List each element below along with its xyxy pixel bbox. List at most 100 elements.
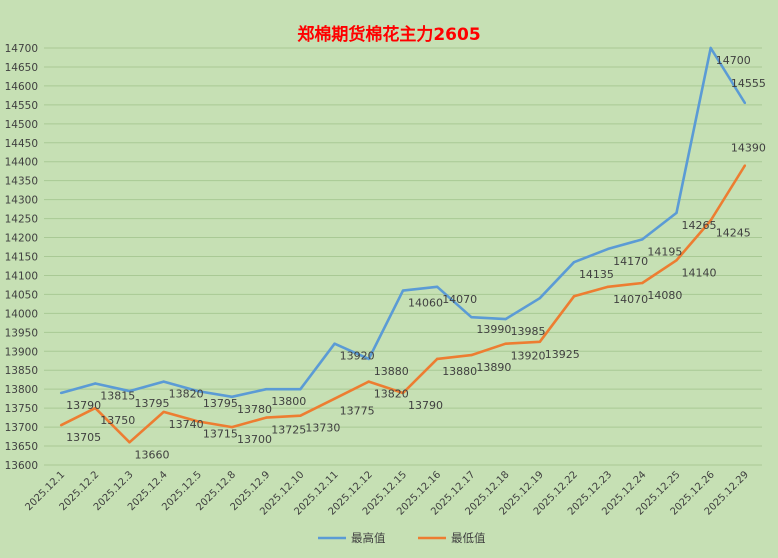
data-label: 13920 bbox=[340, 350, 375, 363]
data-label: 13725 bbox=[271, 424, 306, 437]
x-axis: 2025.12.12025.12.22025.12.32025.12.42025… bbox=[23, 469, 751, 517]
data-label: 13730 bbox=[305, 422, 340, 435]
data-label: 13820 bbox=[374, 388, 409, 401]
data-label: 13705 bbox=[66, 431, 101, 444]
data-label: 14070 bbox=[613, 293, 648, 306]
data-label: 14195 bbox=[647, 245, 682, 258]
data-point bbox=[435, 357, 439, 361]
legend: 最高值 最低值 bbox=[318, 531, 486, 545]
data-label: 13920 bbox=[511, 350, 546, 363]
y-tick-label: 13700 bbox=[5, 422, 38, 434]
data-label: 13715 bbox=[203, 427, 238, 440]
data-label: 14170 bbox=[613, 255, 648, 268]
y-tick-label: 14300 bbox=[5, 195, 38, 207]
data-label: 14700 bbox=[716, 54, 751, 67]
data-label: 13775 bbox=[340, 405, 375, 418]
data-point bbox=[367, 380, 371, 383]
data-point bbox=[606, 285, 610, 289]
data-point bbox=[367, 357, 371, 361]
data-label: 14135 bbox=[579, 268, 614, 281]
data-label: 13820 bbox=[169, 388, 204, 401]
legend-label: 最高值 bbox=[351, 531, 386, 545]
y-axis: 13600 13650 13700 13750 13800 13850 13900 13950… bbox=[5, 43, 38, 472]
data-point bbox=[435, 285, 439, 289]
y-tick-label: 14400 bbox=[5, 157, 38, 169]
data-point bbox=[196, 420, 200, 423]
data-label: 13985 bbox=[511, 325, 546, 338]
data-point bbox=[641, 281, 644, 285]
data-point bbox=[196, 389, 200, 393]
data-label: 14080 bbox=[647, 289, 682, 302]
data-point bbox=[401, 289, 405, 292]
data-label: 13815 bbox=[100, 389, 135, 402]
data-label: 13790 bbox=[66, 399, 101, 412]
y-tick-label: 14200 bbox=[5, 233, 38, 245]
data-label: 14060 bbox=[408, 297, 443, 310]
y-tick-label: 13750 bbox=[5, 403, 38, 415]
data-point bbox=[299, 414, 302, 417]
y-tick-label: 14650 bbox=[5, 62, 38, 74]
data-label: 13800 bbox=[271, 395, 306, 408]
data-point bbox=[230, 425, 234, 429]
data-point bbox=[162, 380, 165, 383]
data-point bbox=[538, 340, 541, 343]
data-point bbox=[333, 342, 336, 345]
data-point bbox=[709, 219, 712, 222]
data-point bbox=[606, 247, 610, 251]
data-point bbox=[470, 315, 473, 319]
data-label: 13700 bbox=[237, 433, 272, 446]
data-point bbox=[230, 395, 234, 398]
y-tick-label: 13950 bbox=[5, 327, 38, 339]
data-label: 14140 bbox=[682, 266, 717, 279]
data-point bbox=[743, 101, 747, 105]
data-point bbox=[299, 387, 302, 391]
data-point bbox=[162, 410, 165, 414]
data-point bbox=[59, 423, 63, 427]
chart-title: 郑棉期货棉花主力2605 bbox=[297, 24, 480, 45]
y-tick-label: 13850 bbox=[5, 365, 38, 377]
data-point bbox=[709, 46, 712, 50]
data-label: 14390 bbox=[731, 142, 766, 155]
data-label: 14070 bbox=[442, 293, 477, 306]
y-tick-label: 13800 bbox=[5, 384, 38, 396]
data-point bbox=[94, 382, 97, 385]
legend-label: 最低值 bbox=[451, 531, 486, 545]
y-tick-label: 14550 bbox=[5, 100, 38, 112]
series-lines bbox=[59, 46, 747, 444]
data-point bbox=[401, 391, 405, 395]
y-tick-label: 13650 bbox=[5, 441, 38, 453]
data-label: 14555 bbox=[731, 77, 766, 90]
data-label: 14265 bbox=[682, 219, 717, 232]
y-tick-label: 14700 bbox=[5, 43, 38, 55]
data-label: 13780 bbox=[237, 403, 272, 416]
data-label: 13990 bbox=[476, 323, 511, 336]
data-point bbox=[265, 416, 268, 419]
data-point bbox=[128, 389, 131, 393]
y-tick-label: 14150 bbox=[5, 252, 38, 264]
data-point bbox=[59, 391, 63, 395]
data-point bbox=[538, 297, 541, 300]
data-point bbox=[128, 441, 131, 444]
data-point bbox=[265, 387, 268, 391]
series-line-high bbox=[60, 46, 747, 399]
data-point bbox=[504, 317, 507, 321]
data-label: 14245 bbox=[716, 226, 751, 239]
data-label: 13790 bbox=[408, 399, 443, 412]
data-label: 13795 bbox=[134, 397, 169, 410]
data-label: 13880 bbox=[442, 365, 477, 378]
y-tick-label: 14500 bbox=[5, 119, 38, 131]
data-point bbox=[333, 397, 336, 400]
y-tick-label: 14050 bbox=[5, 289, 38, 301]
y-tick-label: 14250 bbox=[5, 214, 38, 226]
y-tick-label: 14000 bbox=[5, 308, 38, 320]
data-point bbox=[641, 238, 644, 241]
grid bbox=[44, 47, 762, 466]
data-point bbox=[572, 260, 576, 264]
y-tick-label: 14600 bbox=[5, 81, 38, 93]
data-label: 13890 bbox=[476, 361, 511, 374]
data-label: 13750 bbox=[100, 414, 135, 427]
data-point bbox=[470, 353, 473, 357]
